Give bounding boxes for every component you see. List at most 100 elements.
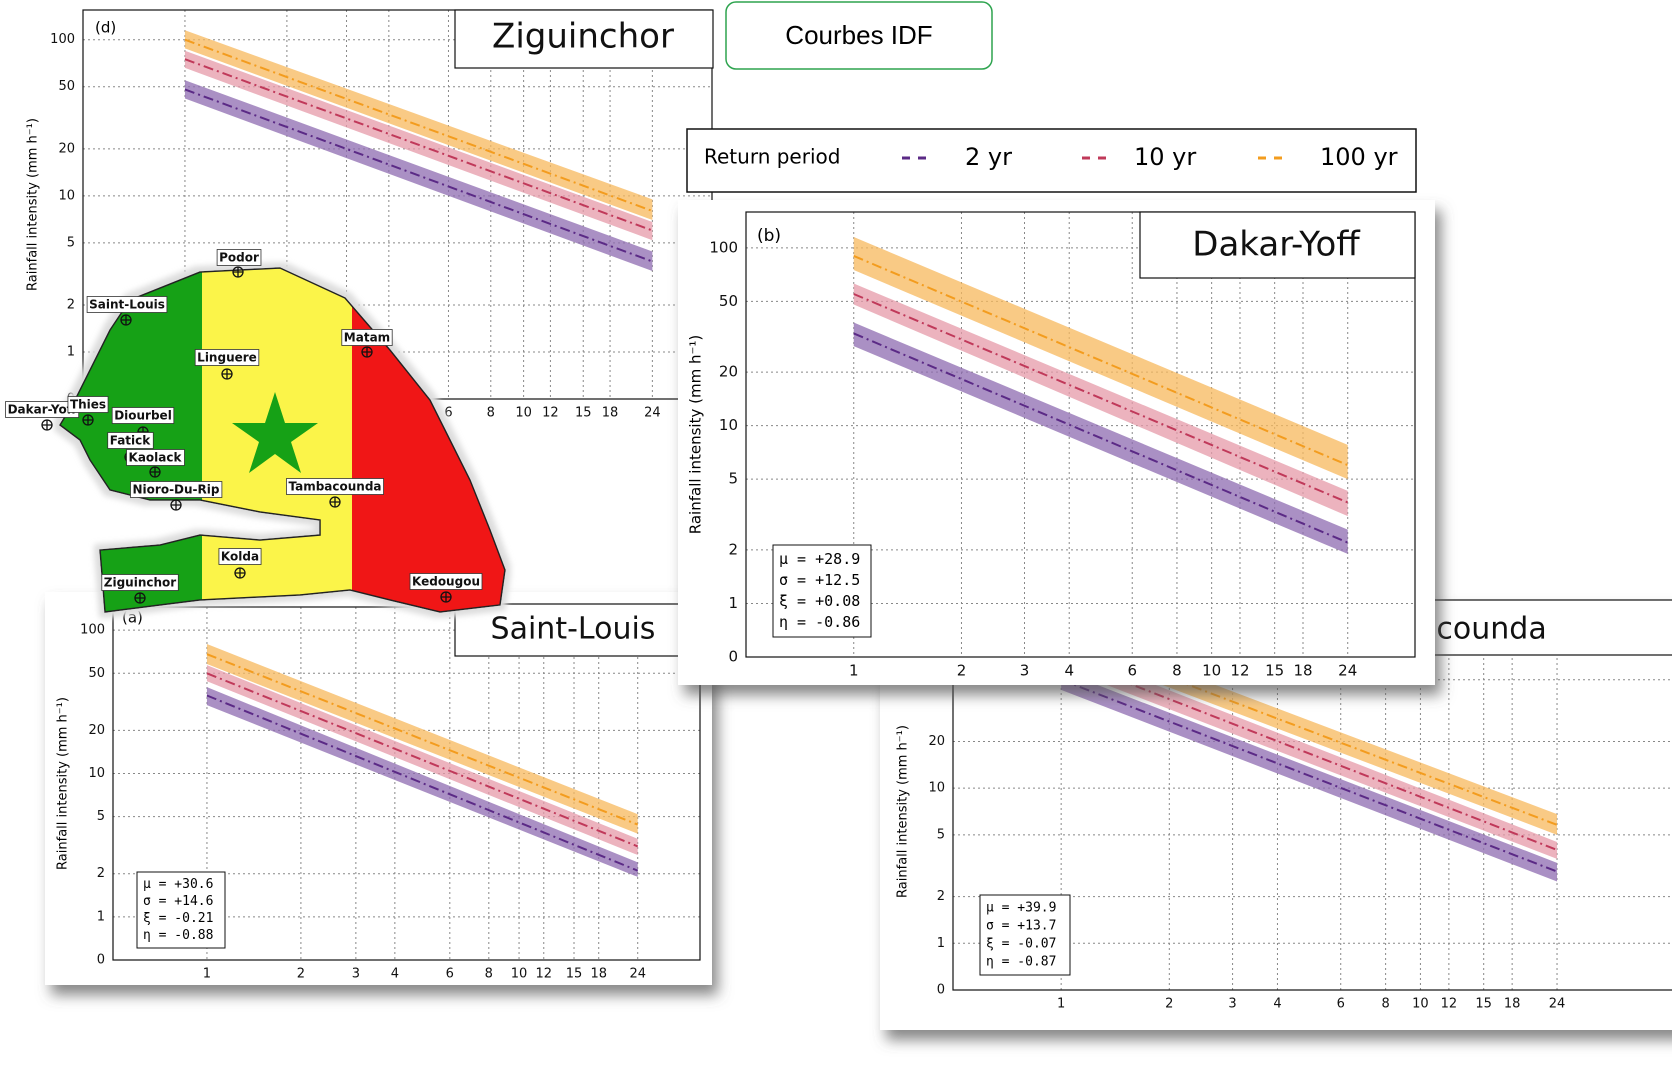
y-tick-label: 1: [67, 344, 75, 359]
x-tick-label: 18: [1504, 997, 1521, 1012]
y-tick-label: 10: [719, 416, 738, 434]
y-tick-label: 100: [709, 238, 738, 256]
y-tick-label: 10: [88, 766, 105, 781]
y-tick-label: 100: [50, 32, 75, 47]
x-tick-label: 18: [602, 406, 619, 421]
x-tick-label: 3: [1228, 997, 1236, 1012]
stats-line: σ = +12.5: [779, 571, 860, 589]
city-label: Ziguinchor: [104, 576, 177, 590]
y-axis-label: Rainfall intensity (mm h⁻¹): [687, 335, 705, 534]
x-tick-label: 6: [444, 406, 452, 421]
x-tick-label: 3: [352, 967, 360, 982]
x-tick-label: 15: [566, 967, 583, 982]
y-tick-label: 0: [728, 648, 738, 666]
stats-line: ξ = -0.21: [143, 911, 213, 926]
x-tick-label: 1: [849, 662, 859, 680]
legend-label: 10 yr: [1134, 143, 1196, 171]
city-label: Fatick: [110, 434, 152, 448]
city-label: Tambacounda: [288, 480, 381, 494]
x-tick-label: 4: [1064, 662, 1074, 680]
x-tick-label: 6: [1337, 997, 1345, 1012]
chart-title: Ziguinchor: [492, 17, 674, 57]
city-label: Podor: [219, 251, 259, 265]
y-tick-label: 5: [97, 809, 105, 824]
x-tick-label: 6: [446, 967, 454, 982]
slide: 12346810121518240125102050100Ziguinchor(…: [0, 0, 1672, 1077]
y-tick-label: 1: [97, 909, 105, 924]
chart-title: Saint-Louis: [491, 612, 656, 647]
x-tick-label: 10: [1202, 662, 1221, 680]
stats-line: σ = +13.7: [986, 919, 1056, 934]
y-tick-label: 20: [58, 141, 75, 156]
y-tick-label: 5: [728, 470, 738, 488]
legend-label: 100 yr: [1320, 143, 1398, 171]
x-tick-label: 8: [1172, 662, 1182, 680]
y-tick-label: 5: [67, 235, 75, 250]
panel-label: (d): [95, 19, 116, 37]
stats-line: σ = +14.6: [143, 894, 213, 909]
y-axis-label: Rainfall intensity (mm h⁻¹): [26, 118, 41, 291]
x-tick-label: 2: [1165, 997, 1173, 1012]
city-label: Thies: [70, 398, 106, 412]
stats-line: μ = +39.9: [986, 901, 1056, 916]
y-tick-label: 20: [719, 363, 738, 381]
y-tick-label: 2: [937, 889, 945, 904]
x-tick-label: 1: [1057, 997, 1065, 1012]
header-title: Courbes IDF: [785, 20, 932, 50]
city-label: Diourbel: [114, 409, 172, 423]
y-tick-label: 2: [67, 297, 75, 312]
chart-title: Dakar-Yoff: [1192, 225, 1361, 265]
x-tick-label: 6: [1127, 662, 1137, 680]
x-tick-label: 18: [1293, 662, 1312, 680]
panel-label: (a): [122, 609, 143, 627]
legend-title: Return period: [704, 145, 840, 169]
x-tick-label: 15: [1475, 997, 1492, 1012]
x-tick-label: 2: [957, 662, 967, 680]
panel-label: (b): [757, 226, 781, 246]
y-tick-label: 100: [80, 623, 105, 638]
city-label: Dakar-Yoff: [8, 403, 77, 417]
x-tick-label: 12: [1441, 997, 1458, 1012]
x-tick-label: 15: [1265, 662, 1284, 680]
y-tick-label: 1: [728, 594, 738, 612]
x-tick-label: 12: [1230, 662, 1249, 680]
x-tick-label: 24: [644, 406, 661, 421]
x-tick-label: 12: [542, 406, 559, 421]
y-tick-label: 2: [728, 540, 738, 558]
city-label: Kaolack: [129, 451, 183, 465]
x-tick-label: 8: [487, 406, 495, 421]
stats-line: ξ = -0.07: [986, 937, 1056, 952]
stats-line: ξ = +0.08: [779, 592, 860, 610]
x-tick-label: 4: [391, 967, 399, 982]
x-tick-label: 24: [1549, 997, 1566, 1012]
x-tick-label: 24: [1338, 662, 1357, 680]
stats-line: μ = +28.9: [779, 550, 860, 568]
legend-label: 2 yr: [965, 143, 1012, 171]
x-tick-label: 8: [485, 967, 493, 982]
y-tick-label: 10: [58, 188, 75, 203]
y-tick-label: 50: [58, 79, 75, 94]
y-tick-label: 2: [97, 866, 105, 881]
legend: Return period 2 yr 10 yr 100 yr: [687, 129, 1416, 192]
y-tick-label: 1: [937, 936, 945, 951]
city-label: Linguere: [197, 351, 257, 365]
x-tick-label: 8: [1381, 997, 1389, 1012]
city-label: Saint-Louis: [89, 298, 165, 312]
y-tick-label: 0: [937, 983, 945, 998]
city-label: Nioro-Du-Rip: [133, 483, 220, 497]
y-tick-label: 50: [719, 292, 738, 310]
y-tick-label: 0: [97, 953, 105, 968]
y-axis-label: Rainfall intensity (mm h⁻¹): [56, 697, 71, 870]
stats-line: η = -0.86: [779, 613, 860, 631]
x-tick-label: 3: [1020, 662, 1030, 680]
x-tick-label: 10: [511, 967, 528, 982]
x-tick-label: 18: [590, 967, 607, 982]
stats-line: η = -0.87: [986, 955, 1056, 970]
x-tick-label: 24: [629, 967, 646, 982]
x-tick-label: 2: [297, 967, 305, 982]
y-tick-label: 5: [937, 827, 945, 842]
x-tick-label: 10: [1412, 997, 1429, 1012]
y-tick-label: 50: [88, 666, 105, 681]
